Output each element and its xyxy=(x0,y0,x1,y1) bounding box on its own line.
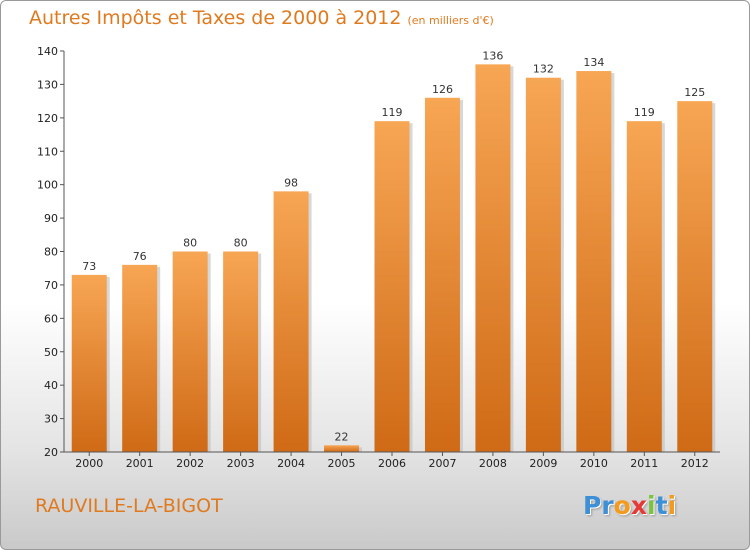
x-tick-label-2001: 2001 xyxy=(126,457,154,470)
y-tick-label-80: 80 xyxy=(44,246,58,259)
chart-title: Autres Impôts et Taxes de 2000 à 2012 (en… xyxy=(29,7,494,29)
bar-2006 xyxy=(374,121,410,453)
x-tick-label-2004: 2004 xyxy=(277,457,305,470)
y-tick-label-90: 90 xyxy=(44,212,58,225)
x-tick-label-2011: 2011 xyxy=(630,457,658,470)
y-tick-label-40: 40 xyxy=(44,379,58,392)
data-label-2006: 119 xyxy=(382,106,403,119)
x-tick-label-2006: 2006 xyxy=(378,457,406,470)
bar-2002 xyxy=(172,251,208,452)
bar-2012 xyxy=(677,101,713,452)
logo-letter: i xyxy=(647,491,656,520)
data-label-2004: 98 xyxy=(284,176,298,189)
x-tick-label-2010: 2010 xyxy=(580,457,608,470)
y-tick-label-70: 70 xyxy=(44,279,58,292)
bar-2011 xyxy=(626,121,662,453)
data-label-2002: 80 xyxy=(183,237,197,250)
bars-group: 73 76 80 80 98 22 119 126 136 132 134 119 125 xyxy=(71,49,716,453)
bar-2001 xyxy=(122,264,158,452)
logo-letter: x xyxy=(630,491,647,520)
x-tick-label-2003: 2003 xyxy=(227,457,255,470)
logo-letter: P xyxy=(583,491,602,520)
data-label-2012: 125 xyxy=(684,86,705,99)
axes-group: 2000 2001 2002 2003 2004 2005 2006 2007 2008 2009… xyxy=(37,45,720,470)
bar-2004 xyxy=(273,191,309,452)
x-tick-label-2005: 2005 xyxy=(328,457,356,470)
chart-title-text: Autres Impôts et Taxes de 2000 à 2012 xyxy=(29,7,402,29)
bar-2005 xyxy=(324,445,360,452)
y-tick-label-100: 100 xyxy=(37,179,58,192)
data-label-2009: 132 xyxy=(533,63,554,76)
logo-letter: r xyxy=(601,491,614,520)
chart-subtitle: (en milliers d'€) xyxy=(407,14,494,27)
data-label-2011: 119 xyxy=(634,106,655,119)
data-label-2000: 73 xyxy=(82,260,96,273)
bar-2009 xyxy=(525,77,561,452)
y-tick-label-60: 60 xyxy=(44,312,58,325)
logo-letter: t xyxy=(655,491,668,520)
x-tick-label-2008: 2008 xyxy=(479,457,507,470)
y-tick-label-30: 30 xyxy=(44,413,58,426)
x-tick-label-2000: 2000 xyxy=(75,457,103,470)
y-tick-label-110: 110 xyxy=(37,145,58,158)
bar-2007 xyxy=(424,97,460,453)
x-tick-label-2012: 2012 xyxy=(681,457,709,470)
logo-letter: o xyxy=(613,491,631,520)
bar-2000 xyxy=(71,274,107,452)
x-tick-label-2002: 2002 xyxy=(176,457,204,470)
bar-2010 xyxy=(576,71,612,453)
x-tick-label-2009: 2009 xyxy=(529,457,557,470)
data-label-2010: 134 xyxy=(583,56,604,69)
y-tick-label-140: 140 xyxy=(37,45,58,58)
data-label-2001: 76 xyxy=(133,250,147,263)
data-label-2008: 136 xyxy=(482,49,503,62)
x-tick-label-2007: 2007 xyxy=(428,457,456,470)
y-tick-label-20: 20 xyxy=(44,446,58,459)
y-tick-label-50: 50 xyxy=(44,346,58,359)
bar-2008 xyxy=(475,64,511,452)
data-label-2003: 80 xyxy=(234,237,248,250)
y-tick-label-120: 120 xyxy=(37,112,58,125)
commune-name: RAUVILLE-LA-BIGOT xyxy=(35,495,223,517)
proxiti-logo[interactable]: Proxiti xyxy=(583,491,676,520)
logo-letter: i xyxy=(667,491,677,520)
data-label-2005: 22 xyxy=(335,430,349,443)
data-label-2007: 126 xyxy=(432,83,453,96)
bar-2003 xyxy=(223,251,259,452)
y-tick-label-130: 130 xyxy=(37,78,58,91)
